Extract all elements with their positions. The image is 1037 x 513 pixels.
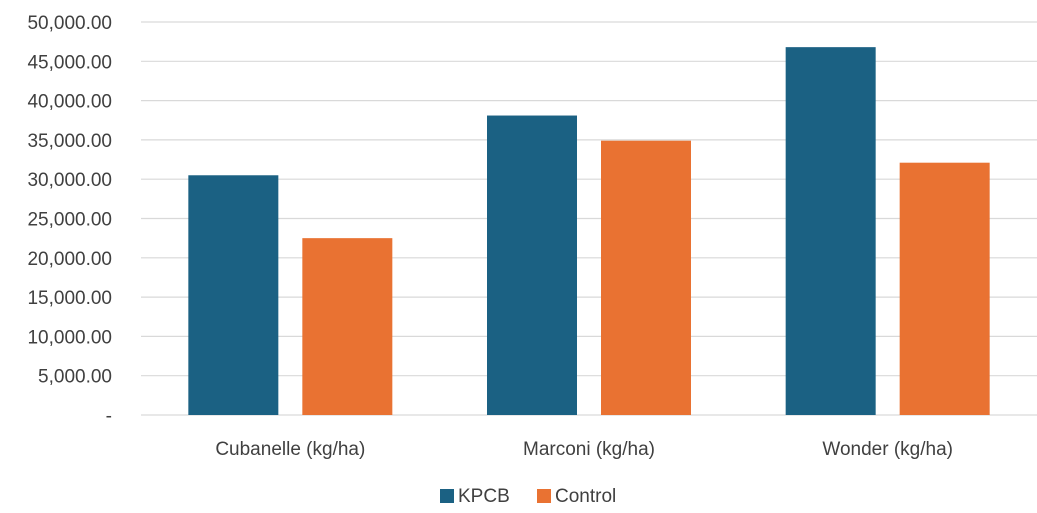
y-tick-label: 40,000.00 xyxy=(27,92,112,113)
bar-kpcb-0 xyxy=(188,175,279,415)
y-tick-label: 20,000.00 xyxy=(27,249,112,270)
gridlines xyxy=(141,21,1037,416)
y-tick-label: 45,000.00 xyxy=(27,52,112,73)
x-category-label: Cubanelle (kg/ha) xyxy=(215,439,365,460)
legend-item-kpcb: KPCB xyxy=(440,486,510,507)
bar-control-1 xyxy=(601,140,691,415)
y-tick-label: 15,000.00 xyxy=(27,288,112,309)
legend-swatch xyxy=(537,489,551,503)
bar-kpcb-1 xyxy=(487,115,577,415)
legend-label: Control xyxy=(555,486,616,507)
bars xyxy=(188,47,990,415)
y-tick-label: - xyxy=(106,406,112,427)
y-tick-label: 35,000.00 xyxy=(27,131,112,152)
y-tick-label: 25,000.00 xyxy=(27,210,112,231)
legend-item-control: Control xyxy=(537,486,616,507)
x-axis-category-labels: Cubanelle (kg/ha) Marconi (kg/ha) Wonder (… xyxy=(215,439,953,460)
legend-label: KPCB xyxy=(458,486,510,507)
y-axis-tick-labels: - 5,000.00 10,000.00 15,000.00 20,000.00 25,0… xyxy=(27,13,112,427)
bar-control-2 xyxy=(899,162,990,415)
y-tick-label: 5,000.00 xyxy=(38,367,112,388)
x-category-label: Wonder (kg/ha) xyxy=(822,439,953,460)
y-tick-label: 10,000.00 xyxy=(27,327,112,348)
legend: KPCB Control xyxy=(440,486,616,507)
y-tick-label: 50,000.00 xyxy=(27,13,112,34)
bar-control-0 xyxy=(302,238,393,415)
y-tick-label: 30,000.00 xyxy=(27,170,112,191)
x-category-label: Marconi (kg/ha) xyxy=(523,439,655,460)
bar-kpcb-2 xyxy=(785,47,876,415)
legend-swatch xyxy=(440,489,454,503)
